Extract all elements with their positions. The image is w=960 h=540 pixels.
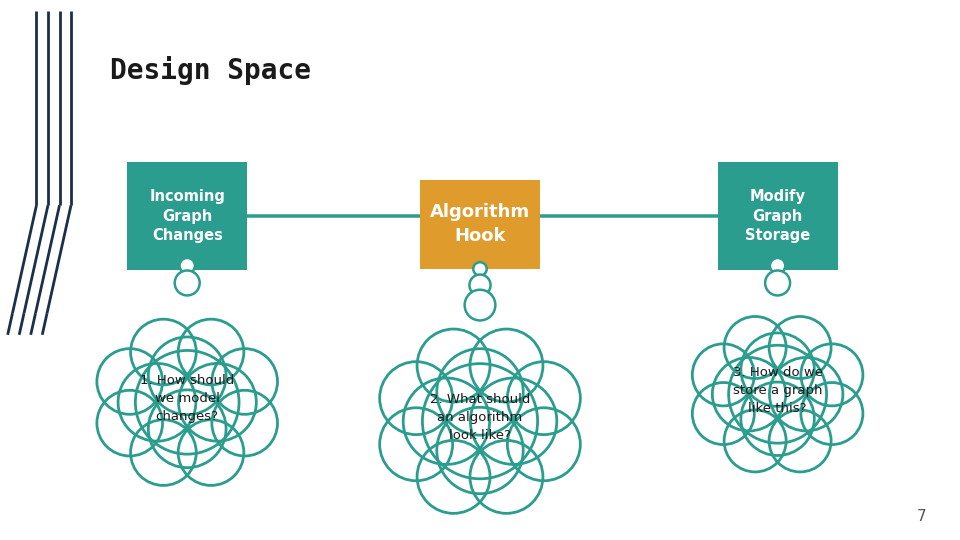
Ellipse shape [212,349,277,414]
Ellipse shape [180,258,195,273]
Ellipse shape [741,382,814,455]
Ellipse shape [179,319,244,385]
Ellipse shape [765,271,790,295]
Text: 3. How do we
store a graph
like this?: 3. How do we store a graph like this? [732,366,823,415]
Text: Design Space: Design Space [110,56,311,85]
Ellipse shape [131,319,196,385]
Ellipse shape [135,350,239,454]
Ellipse shape [417,329,490,402]
Ellipse shape [118,363,196,441]
Ellipse shape [379,362,452,435]
Text: 1. How should
we model
changes?: 1. How should we model changes? [140,374,234,423]
Ellipse shape [801,344,863,406]
FancyBboxPatch shape [127,162,248,270]
Ellipse shape [469,274,491,296]
Ellipse shape [175,271,200,295]
Ellipse shape [379,408,452,481]
Ellipse shape [149,337,227,415]
Ellipse shape [801,382,863,444]
Ellipse shape [465,290,495,320]
Ellipse shape [97,349,162,414]
Ellipse shape [724,410,786,472]
Ellipse shape [149,390,227,468]
Text: Incoming
Graph
Changes: Incoming Graph Changes [149,188,226,244]
Ellipse shape [179,420,244,485]
Ellipse shape [437,407,523,494]
Ellipse shape [508,362,581,435]
Ellipse shape [437,349,523,435]
Ellipse shape [769,357,843,431]
Ellipse shape [508,408,581,481]
Ellipse shape [692,382,755,444]
Ellipse shape [470,441,543,514]
Ellipse shape [470,329,543,402]
Ellipse shape [769,316,831,379]
Ellipse shape [724,316,786,379]
Ellipse shape [212,390,277,456]
Ellipse shape [470,378,557,464]
FancyBboxPatch shape [420,179,540,269]
Ellipse shape [692,344,755,406]
Ellipse shape [712,357,786,431]
Ellipse shape [741,333,814,406]
Text: 2. What should
an algorithm
look like?: 2. What should an algorithm look like? [430,393,530,442]
Ellipse shape [97,390,162,456]
Ellipse shape [729,345,827,443]
Ellipse shape [179,363,256,441]
Text: 7: 7 [917,509,926,524]
Ellipse shape [403,378,490,464]
Ellipse shape [417,441,490,514]
Ellipse shape [473,262,487,275]
Ellipse shape [131,420,196,485]
Ellipse shape [770,258,785,273]
Text: Algorithm
Hook: Algorithm Hook [430,203,530,245]
Ellipse shape [769,410,831,472]
Ellipse shape [422,363,538,479]
Text: Modify
Graph
Storage: Modify Graph Storage [745,188,810,244]
FancyBboxPatch shape [718,162,837,270]
